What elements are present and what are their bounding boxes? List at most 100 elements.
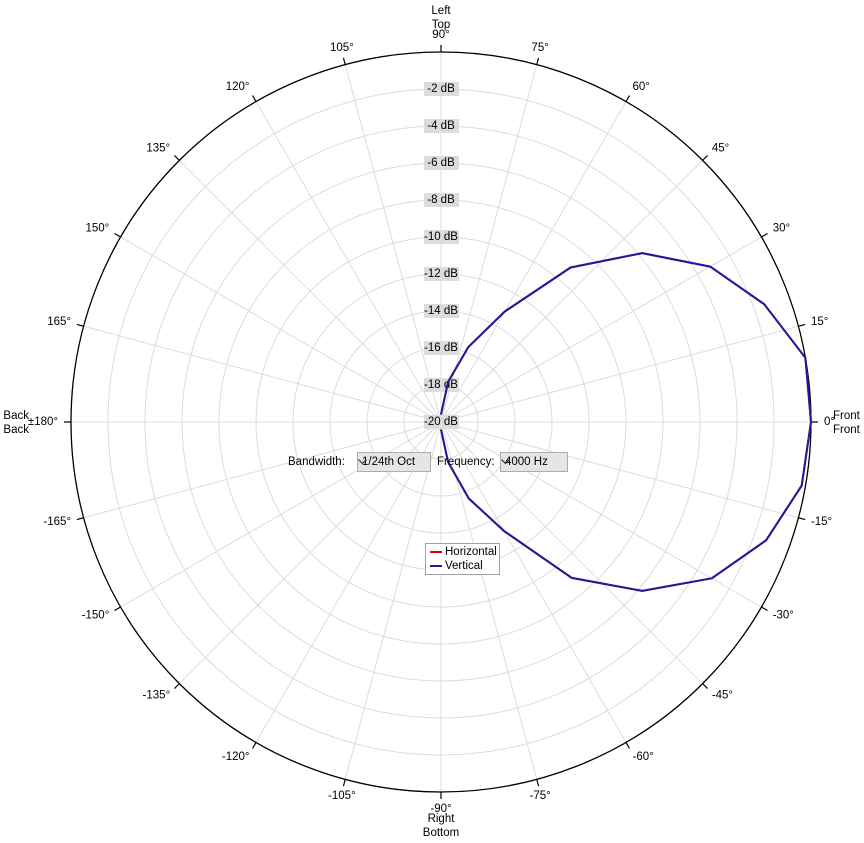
r-label-bg bbox=[424, 304, 459, 318]
angle-tick bbox=[536, 779, 540, 787]
r-label-bg bbox=[424, 230, 459, 244]
side-label: Front bbox=[833, 424, 861, 436]
grid-spoke bbox=[255, 421, 442, 743]
angle-label: 15° bbox=[811, 316, 828, 328]
angle-tick bbox=[342, 779, 346, 787]
angle-tick bbox=[625, 95, 631, 102]
grid-spoke bbox=[120, 236, 442, 423]
angle-label: 45° bbox=[712, 142, 729, 154]
legend-swatch bbox=[430, 551, 442, 553]
angle-label: -120° bbox=[222, 751, 250, 763]
r-label: -12 dB bbox=[424, 268, 458, 280]
angle-tick bbox=[702, 154, 709, 161]
grid-spoke bbox=[255, 101, 442, 423]
r-label-bg bbox=[424, 267, 459, 281]
r-label: -18 dB bbox=[424, 379, 458, 391]
legend: Horizontal Vertical bbox=[425, 543, 500, 575]
grid-spoke bbox=[440, 325, 799, 423]
r-label: -4 dB bbox=[427, 120, 455, 132]
dropdown-arrow bbox=[358, 459, 367, 465]
grid-spoke bbox=[440, 64, 538, 423]
grid-spoke bbox=[440, 160, 703, 423]
side-label: Bottom bbox=[423, 827, 459, 839]
bandwidth-label: Bandwidth: bbox=[288, 456, 345, 468]
angle-label: -105° bbox=[328, 790, 356, 802]
grid-spoke bbox=[83, 325, 442, 423]
grid-spoke bbox=[440, 421, 703, 684]
frequency-label: Frequency: bbox=[437, 456, 495, 468]
angle-tick bbox=[761, 232, 768, 238]
dropdown-arrow bbox=[501, 459, 510, 465]
r-label: -6 dB bbox=[427, 157, 455, 169]
angle-label: -135° bbox=[143, 690, 171, 702]
r-label: -10 dB bbox=[424, 231, 458, 243]
grid-spoke bbox=[440, 101, 627, 423]
grid-spoke bbox=[440, 236, 762, 423]
series-line bbox=[440, 252, 812, 592]
frequency-select[interactable]: 4000 Hz bbox=[500, 452, 568, 472]
angle-label: -150° bbox=[82, 610, 110, 622]
r-label: -20 dB bbox=[424, 416, 458, 428]
angle-tick bbox=[798, 517, 806, 521]
r-label-bg bbox=[424, 341, 459, 355]
angle-tick bbox=[173, 154, 180, 161]
grid-spoke bbox=[440, 421, 799, 519]
angle-tick bbox=[173, 683, 180, 690]
angle-label: -165° bbox=[43, 516, 71, 528]
angle-tick bbox=[251, 742, 257, 749]
angle-tick bbox=[76, 517, 84, 521]
r-label: -2 dB bbox=[427, 83, 455, 95]
angle-label: 150° bbox=[86, 223, 110, 235]
r-label-bg bbox=[424, 193, 459, 207]
angle-label: 120° bbox=[226, 81, 250, 93]
r-label-bg bbox=[424, 119, 459, 133]
angle-label: -60° bbox=[633, 751, 654, 763]
angle-label: 0° bbox=[824, 416, 835, 428]
grid-spoke bbox=[440, 421, 627, 743]
grid-spoke bbox=[440, 421, 762, 608]
angle-label: 75° bbox=[531, 42, 548, 54]
side-label: Back bbox=[3, 410, 29, 422]
angle-label: -15° bbox=[811, 516, 832, 528]
angle-label: 60° bbox=[633, 81, 650, 93]
angle-label: 165° bbox=[47, 316, 71, 328]
grid-spoke bbox=[179, 160, 442, 423]
r-label: -14 dB bbox=[424, 305, 458, 317]
angle-label: -30° bbox=[773, 610, 794, 622]
r-label-bg bbox=[424, 156, 459, 170]
r-label: -8 dB bbox=[427, 194, 455, 206]
bandwidth-select[interactable]: 1/24th Oct bbox=[357, 452, 431, 472]
grid-spoke bbox=[344, 421, 442, 780]
grid-spoke bbox=[83, 421, 442, 519]
r-label-bg bbox=[424, 415, 459, 429]
angle-label: -75° bbox=[530, 790, 551, 802]
angle-label: 105° bbox=[330, 42, 354, 54]
r-label-bg bbox=[424, 82, 459, 96]
angle-tick bbox=[625, 742, 631, 749]
angle-tick bbox=[76, 323, 84, 327]
angle-tick bbox=[114, 606, 121, 612]
angle-tick bbox=[798, 323, 806, 327]
angle-tick bbox=[702, 683, 709, 690]
angle-tick bbox=[114, 232, 121, 238]
legend-swatch bbox=[430, 565, 442, 567]
side-label: Back bbox=[3, 424, 29, 436]
side-label: Front bbox=[833, 410, 861, 422]
angle-tick bbox=[342, 57, 346, 65]
angle-label: 90° bbox=[432, 29, 449, 41]
frequency-value: 4000 Hz bbox=[505, 456, 548, 468]
legend-label: Vertical bbox=[445, 560, 483, 572]
angle-label: -90° bbox=[430, 803, 451, 815]
grid-spoke bbox=[120, 421, 442, 608]
angle-label: -45° bbox=[712, 690, 733, 702]
side-label: Left bbox=[431, 5, 451, 17]
angle-label: ±180° bbox=[28, 416, 58, 428]
angle-label: 135° bbox=[146, 142, 170, 154]
r-label: -16 dB bbox=[424, 342, 458, 354]
grid-spoke bbox=[440, 421, 538, 780]
side-label: Top bbox=[432, 19, 451, 31]
bandwidth-value: 1/24th Oct bbox=[362, 456, 416, 468]
angle-tick bbox=[251, 95, 257, 102]
